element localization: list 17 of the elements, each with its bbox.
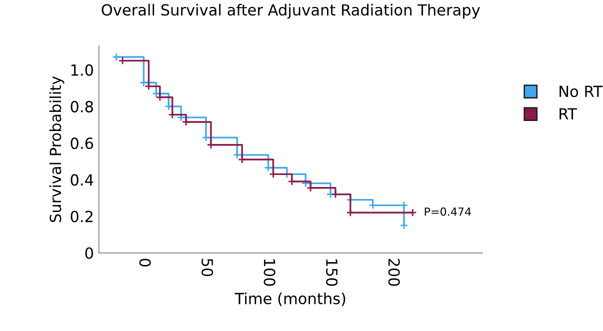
y-tick-label: 0.4 [70,174,94,186]
y-tick-label: 0.8 [70,100,93,112]
y-tick-label: 0.6 [70,138,94,150]
annotation: P=0.474 [424,207,471,216]
x-axis-title: Time (months) [234,292,346,306]
x-tick-label: 200 [388,258,400,286]
y-tick-label: 0 [85,247,94,259]
y-axis-title: Survival Probability [49,76,64,222]
chart-title: Overall Survival after Adjuvant Radiation Therapy [102,4,480,19]
x-tick-label: 50 [202,258,214,276]
x-tick-label: 150 [326,259,338,286]
legend-label: No RT [560,86,603,98]
y-tick-label: 1.0 [71,64,94,76]
y-tick-label: 0.2 [70,210,92,222]
x-tick-label: 100 [264,259,276,286]
legend-label: RT [560,108,577,120]
x-tick-label: 0 [139,258,151,266]
